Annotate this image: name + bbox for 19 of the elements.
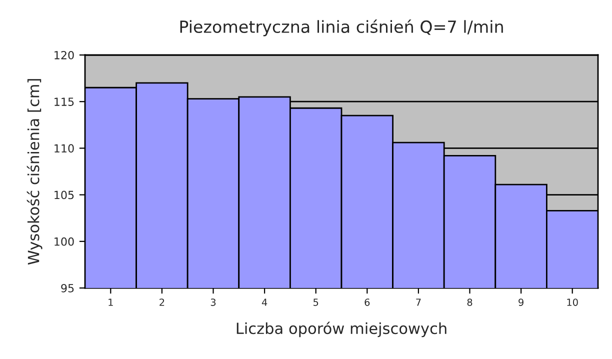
x-tick-label: 5 xyxy=(314,298,318,306)
x-tick-label: 7 xyxy=(416,298,421,306)
x-tick-label: 6 xyxy=(364,298,370,306)
x-tick-label: 10 xyxy=(567,298,578,306)
x-tick-label: 4 xyxy=(262,298,268,306)
y-tick-label: 105 xyxy=(54,190,74,200)
y-tick-label: 110 xyxy=(54,144,74,153)
x-tick-label: 3 xyxy=(210,298,216,306)
y-tick-label: 100 xyxy=(54,237,74,246)
x-tick-label: 9 xyxy=(518,298,524,306)
x-axis-title: Liczba oporów miejscowych xyxy=(236,322,446,338)
x-tick-label: 2 xyxy=(160,298,164,306)
chart-title: Piezometryczna linia ciśnień Q=7 l/min xyxy=(180,19,503,36)
x-tick-label: 1 xyxy=(108,298,113,306)
y-tick-label: 120 xyxy=(54,50,74,60)
x-tick-label: 8 xyxy=(467,298,472,306)
y-tick-label: 115 xyxy=(54,98,74,106)
y-tick-label: 95 xyxy=(61,284,74,292)
y-axis-title: Wysokość ciśnienia [cm] xyxy=(26,79,42,265)
